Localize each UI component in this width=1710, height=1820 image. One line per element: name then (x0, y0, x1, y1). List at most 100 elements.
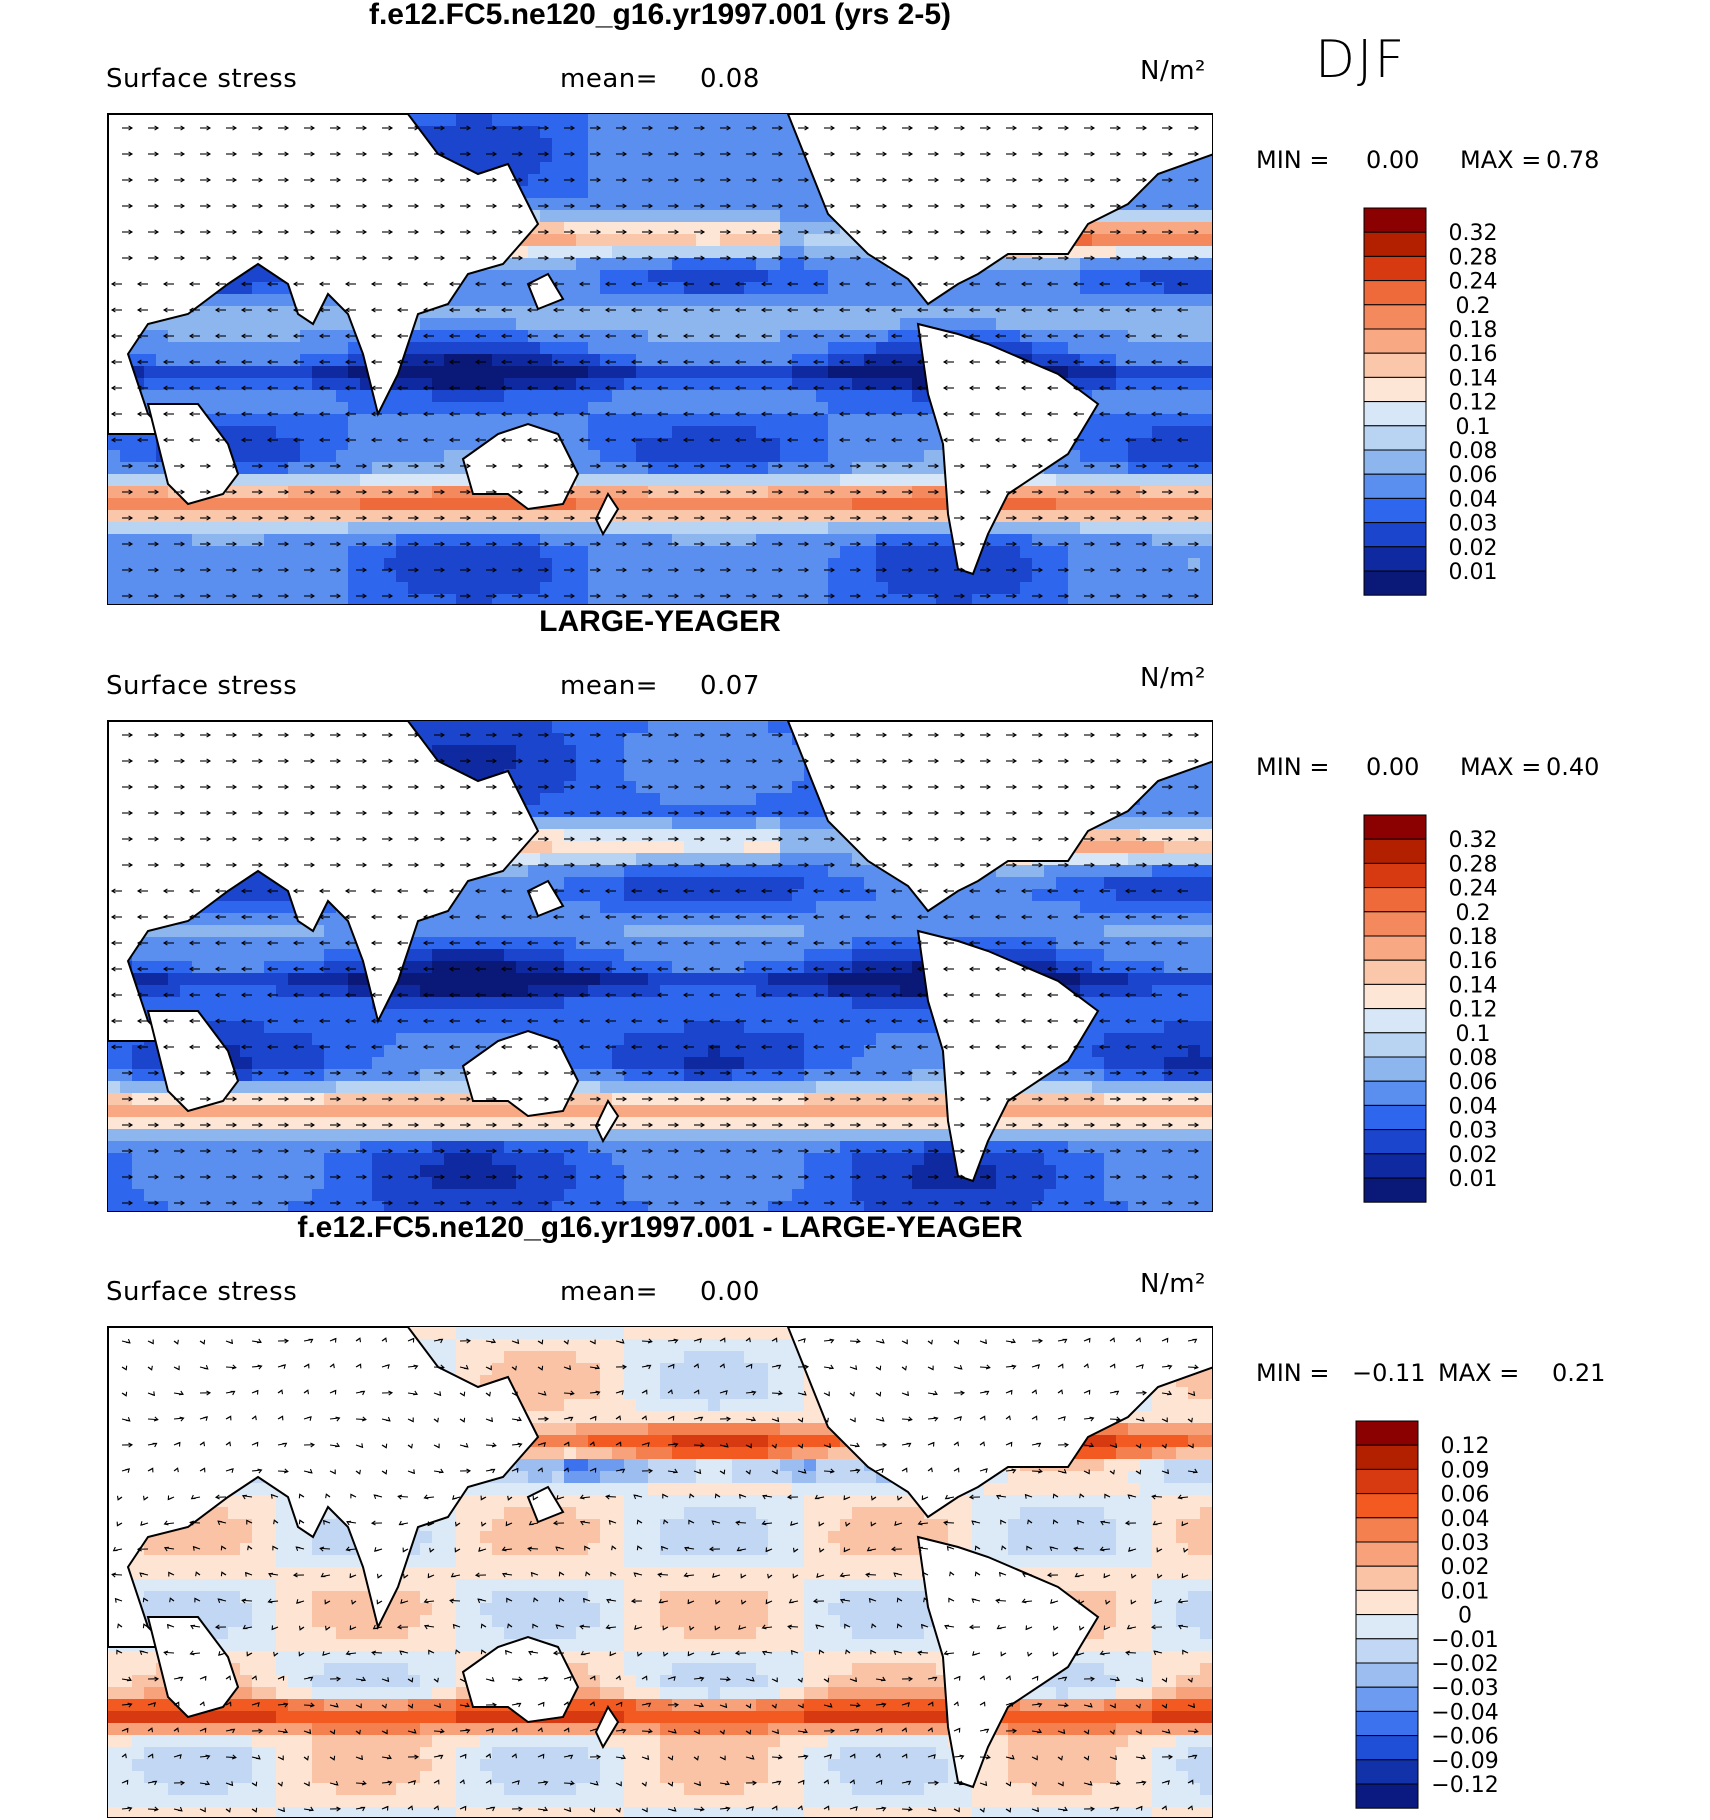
colorbar-swatch (1363, 814, 1427, 840)
variable-label: Surface stress (106, 1277, 298, 1307)
min-value: 0.00 (1366, 753, 1420, 781)
colorbar-swatch (1363, 1032, 1427, 1058)
colorbar-swatch (1363, 522, 1427, 548)
colorbar-tick-label: 0.01 (1449, 560, 1498, 585)
variable-label: Surface stress (106, 671, 298, 701)
surface-stress-map (107, 720, 1213, 1212)
colorbar-swatch (1363, 983, 1427, 1010)
colorbar-tick-label: 0.14 (1449, 366, 1498, 391)
colorbar-tick-label: 0.09 (1441, 1458, 1490, 1483)
min-label: MIN = (1256, 753, 1330, 781)
max-value: 0.78 (1546, 146, 1600, 174)
plot-panel: LARGE-YEAGER Surface stress mean= 0.07 N… (0, 605, 1710, 1213)
field-shading (108, 721, 1212, 1211)
colorbar-tick-label: 0.02 (1449, 1143, 1498, 1168)
colorbar-tick-label: 0.08 (1449, 1046, 1498, 1071)
colorbar-tick-label: 0.18 (1449, 925, 1498, 950)
colorbar-swatch (1363, 911, 1427, 937)
colorbar-tick-label: 0.12 (1449, 998, 1498, 1023)
mean-value: 0.00 (700, 1277, 760, 1307)
colorbar-tick-label: 0.28 (1449, 852, 1498, 877)
surface-stress-map (107, 113, 1213, 605)
colorbar-tick-label: 0.01 (1441, 1579, 1490, 1604)
min-label: MIN = (1256, 146, 1330, 174)
colorbar-swatch (1363, 328, 1427, 354)
wind-stress-vectors (111, 1337, 1199, 1813)
field-shading (108, 1327, 1212, 1817)
colorbar-tick-label: 0.03 (1449, 1119, 1498, 1144)
colorbar-swatch (1363, 838, 1427, 864)
wind-stress-vectors (110, 732, 1200, 1206)
colorbar-swatch (1355, 1444, 1419, 1470)
panel-title: f.e12.FC5.ne120_g16.yr1997.001 - LARGE-Y… (297, 1211, 1023, 1244)
plot-panel: f.e12.FC5.ne120_g16.yr1997.001 - LARGE-Y… (0, 1211, 1710, 1819)
colorbar-swatch (1363, 570, 1427, 596)
colorbar: 0.12 0.09 0.06 0.04 0.03 0.02 0.01 0 −0.01 −0.02−… (1355, 1420, 1555, 1816)
colorbar-tick-label: −0.12 (1431, 1773, 1498, 1798)
colorbar-swatch (1363, 1008, 1427, 1034)
colorbar-swatch (1363, 255, 1427, 282)
colorbar-tick-label: 0.02 (1441, 1555, 1490, 1580)
min-value: 0.00 (1366, 146, 1420, 174)
colorbar-swatch (1355, 1541, 1419, 1567)
colorbar-swatch (1363, 1104, 1427, 1131)
colorbar-tick-label: 0.2 (1456, 901, 1491, 926)
wind-stress-vectors (110, 125, 1200, 599)
colorbar-swatch (1355, 1517, 1419, 1543)
colorbar-tick-label: 0.32 (1449, 221, 1498, 246)
units-label: N/m² (1140, 56, 1206, 86)
mean-value: 0.07 (700, 671, 760, 701)
colorbar-swatch (1363, 497, 1427, 524)
season-label: DJF (1315, 30, 1407, 90)
colorbar-swatch (1363, 449, 1427, 475)
colorbar-scale: 0.320.280.240.20.180.160.140.120.10.080.… (1363, 207, 1498, 596)
colorbar: 0.32 0.28 0.24 0.2 0.18 0.16 0.14 0.12 0.1 0.08 0.… (1363, 207, 1563, 603)
units-label: N/m² (1140, 663, 1206, 693)
colorbar-tick-label: 0.24 (1449, 270, 1498, 295)
colorbar-tick-label: 0.12 (1441, 1434, 1490, 1459)
colorbar-swatch (1363, 546, 1427, 572)
colorbar-tick-label: 0.14 (1449, 973, 1498, 998)
colorbar-swatch (1355, 1759, 1419, 1785)
colorbar-tick-label: 0.28 (1449, 245, 1498, 270)
colorbar-tick-label: 0.32 (1449, 828, 1498, 853)
colorbar-tick-label: 0 (1458, 1604, 1472, 1629)
colorbar-tick-label: 0.06 (1441, 1483, 1490, 1508)
colorbar-tick-label: 0.18 (1449, 318, 1498, 343)
plot-panel: f.e12.FC5.ne120_g16.yr1997.001 (yrs 2-5)… (0, 0, 1710, 606)
colorbar-swatch (1355, 1614, 1419, 1640)
colorbar-swatch (1355, 1783, 1419, 1809)
colorbar-swatch (1355, 1589, 1419, 1616)
max-label: MAX = (1460, 146, 1542, 174)
mean-label: mean= (560, 64, 659, 94)
panel-title: LARGE-YEAGER (539, 605, 781, 638)
colorbar-tick-label: 0.06 (1449, 1070, 1498, 1095)
colorbar-tick-label: 0.04 (1449, 487, 1498, 512)
colorbar-swatch (1355, 1638, 1419, 1664)
min-label: MIN = (1256, 1359, 1330, 1387)
colorbar-swatch (1363, 887, 1427, 913)
colorbar-swatch (1363, 207, 1427, 233)
colorbar: 0.32 0.28 0.24 0.2 0.18 0.16 0.14 0.12 0.1 0.08 0.… (1363, 814, 1563, 1210)
colorbar-swatch (1363, 352, 1427, 378)
colorbar-swatch (1363, 1056, 1427, 1082)
colorbar-swatch (1363, 1177, 1427, 1203)
surface-stress-difference-map (107, 1326, 1213, 1818)
colorbar-swatch (1363, 280, 1427, 306)
mean-label: mean= (560, 1277, 659, 1307)
colorbar-tick-label: 0.16 (1449, 342, 1498, 367)
colorbar-tick-label: −0.06 (1431, 1725, 1498, 1750)
colorbar-swatch (1363, 1153, 1427, 1179)
colorbar-swatch (1355, 1710, 1419, 1737)
colorbar-swatch (1363, 1129, 1427, 1155)
colorbar-scale: 0.120.090.060.040.030.020.010−0.01−0.02−… (1355, 1420, 1499, 1809)
colorbar-tick-label: 0.02 (1449, 536, 1498, 561)
colorbar-swatch (1363, 401, 1427, 427)
colorbar-swatch (1355, 1565, 1419, 1591)
colorbar-swatch (1355, 1493, 1419, 1519)
max-label: MAX = (1460, 753, 1542, 781)
colorbar-swatch (1363, 1080, 1427, 1106)
colorbar-swatch (1363, 304, 1427, 330)
colorbar-tick-label: 0.03 (1441, 1531, 1490, 1556)
max-value: 0.40 (1546, 753, 1600, 781)
